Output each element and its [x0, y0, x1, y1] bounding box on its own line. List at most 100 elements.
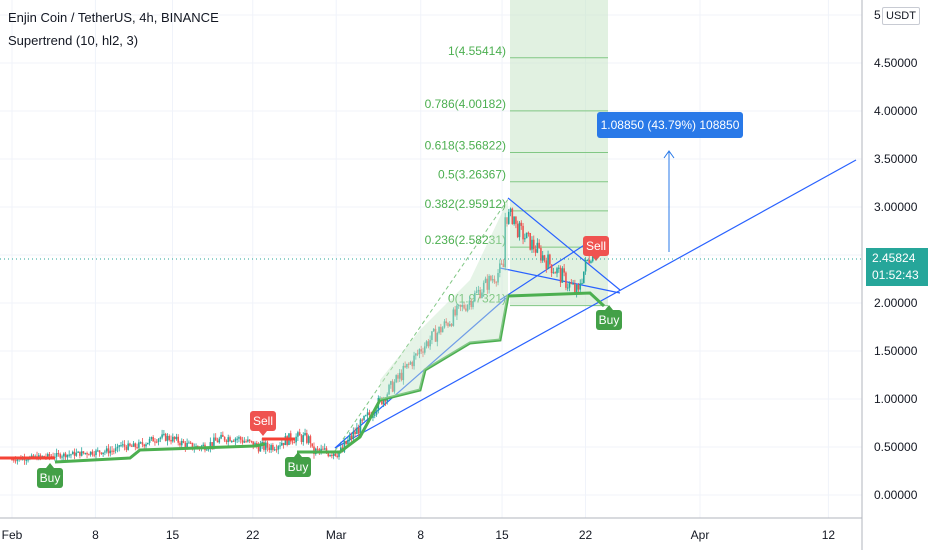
candle-body — [113, 450, 115, 452]
candle-body — [507, 211, 510, 224]
signal-markers: Buy Sell Buy Sell Buy — [37, 236, 622, 488]
candle-body — [456, 305, 458, 316]
candle-body — [147, 442, 149, 445]
candle-body — [347, 439, 349, 445]
candle-body — [91, 451, 94, 455]
candle-body — [291, 441, 294, 443]
candle-body — [30, 455, 33, 458]
candle-body — [148, 438, 151, 443]
candle-body — [170, 439, 172, 442]
candle-body — [141, 442, 144, 445]
candle-body — [132, 443, 135, 447]
candle-body — [48, 454, 51, 457]
candle-body — [541, 255, 544, 261]
candle-body — [434, 328, 437, 342]
candle-body — [209, 442, 212, 449]
candle-body — [248, 439, 251, 441]
candle-body — [432, 328, 435, 332]
candle-body — [175, 436, 178, 440]
candle-body — [306, 432, 308, 443]
candle-body — [191, 442, 194, 449]
candle-body — [482, 282, 485, 293]
fibonacci-retracement: 1(4.55414) 0.786(4.00182) 0.618(3.56822) 0.… — [334, 0, 608, 452]
candle-body — [577, 284, 580, 290]
signal-label: Sell — [253, 414, 273, 428]
indicator-label[interactable]: Supertrend (10, hl2, 3) — [8, 33, 139, 48]
candle-body — [173, 436, 176, 440]
x-tick-label: Feb — [2, 528, 23, 542]
candle-body — [454, 309, 456, 316]
candle-body — [406, 363, 408, 368]
candle-body — [177, 436, 179, 443]
candle-body — [281, 442, 283, 446]
candle-body — [218, 438, 221, 443]
candle-body — [554, 272, 557, 274]
x-tick-label: 12 — [822, 528, 836, 542]
candle-body — [532, 239, 535, 250]
candle-body — [143, 444, 146, 447]
candle-body — [575, 284, 578, 293]
candle-body — [409, 362, 412, 365]
candle-body — [320, 448, 322, 452]
candle-body — [238, 437, 240, 439]
candle-body — [116, 446, 119, 449]
candle-body — [402, 365, 405, 381]
candle-body — [563, 268, 565, 273]
candle-body — [329, 454, 331, 457]
currency-button[interactable]: USDT — [882, 7, 920, 25]
supertrend-fill — [380, 200, 508, 400]
candle-body — [427, 341, 430, 347]
candle-body — [325, 448, 328, 453]
candle-body — [155, 441, 158, 443]
candle-body — [547, 254, 549, 269]
candle-body — [100, 452, 103, 455]
candle-body — [275, 449, 278, 451]
candle-body — [440, 326, 442, 333]
candle-body — [270, 445, 272, 450]
candle-body — [134, 443, 137, 448]
candle-body — [493, 279, 496, 283]
candle-body — [268, 447, 271, 450]
signal-badge — [37, 468, 63, 488]
candle-body — [574, 283, 576, 293]
signal-pointer — [259, 431, 267, 436]
y-tick-label: 4.00000 — [874, 104, 918, 118]
signal-pointer — [46, 463, 54, 468]
trend-lines — [334, 150, 857, 449]
candle-body — [540, 247, 542, 261]
candle-body — [436, 333, 439, 342]
candle-body — [298, 432, 301, 436]
candle-body — [73, 451, 76, 456]
y-tick-label: 5 — [874, 8, 881, 22]
candle-body — [448, 324, 451, 327]
candle-body — [300, 435, 303, 442]
candle-body — [581, 282, 583, 284]
candle-body — [123, 444, 126, 447]
candle-body — [157, 439, 160, 442]
candle-body — [297, 432, 299, 437]
candle-body — [239, 437, 242, 440]
candle-body — [159, 437, 162, 440]
candle-body — [188, 442, 190, 444]
candle-body — [107, 448, 110, 454]
candles — [11, 207, 596, 465]
signal-label: Sell — [586, 239, 606, 253]
candle-body — [311, 443, 313, 447]
candle-body — [216, 440, 219, 443]
x-tick-label: 22 — [579, 528, 593, 542]
candle-body — [79, 451, 81, 456]
signal-badge — [250, 411, 276, 431]
sell-signal: Sell — [583, 236, 609, 261]
candle-body — [398, 372, 401, 379]
candle-body — [316, 448, 319, 450]
candle-body — [431, 331, 433, 341]
candle-body — [472, 301, 474, 308]
candle-body — [104, 451, 106, 453]
candle-body — [488, 276, 490, 290]
buy-signal: Buy — [37, 463, 63, 488]
candle-body — [375, 410, 378, 415]
y-tick-label: 3.50000 — [874, 152, 918, 166]
candle-body — [152, 437, 154, 442]
